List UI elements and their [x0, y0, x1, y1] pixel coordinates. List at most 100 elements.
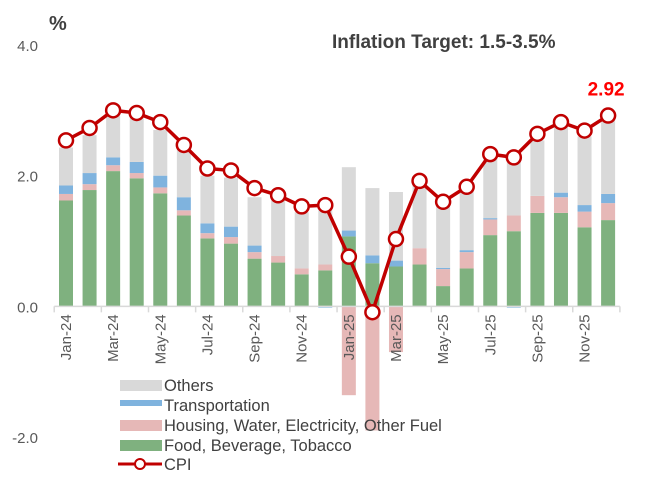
- cpi-point: [175, 136, 193, 154]
- legend-swatch-housing: [120, 420, 162, 431]
- bar-segment-others: [200, 175, 215, 224]
- bar-segment-food-beverage-tobacco: [223, 243, 238, 307]
- bar-segment-transportation: [436, 267, 451, 270]
- bar-segment-housing-water-electricity-other-fuel: [200, 233, 215, 239]
- bar-segment-housing-water-electricity-other-fuel: [129, 173, 144, 179]
- x-tick-label: May-25: [435, 314, 452, 364]
- bar-segment-food-beverage-tobacco: [176, 215, 191, 307]
- bar-segment-housing-water-electricity-other-fuel: [506, 215, 521, 232]
- bar-segment-food-beverage-tobacco: [106, 171, 121, 307]
- bar-segment-others: [318, 210, 333, 265]
- bar-segment-food-beverage-tobacco: [436, 286, 451, 307]
- y-tick-label: -2.0: [12, 430, 38, 447]
- bar-segment-others: [341, 167, 356, 231]
- cpi-latest-annotation: 2.92: [588, 80, 625, 101]
- bar-segment-food-beverage-tobacco: [553, 212, 568, 307]
- bar-segment-housing-water-electricity-other-fuel: [247, 252, 262, 259]
- bar-segment-transportation: [388, 260, 403, 267]
- bar-segment-housing-water-electricity-other-fuel: [153, 187, 168, 194]
- bar-segment-housing-water-electricity-other-fuel: [365, 306, 380, 431]
- x-tick-label: Jan-25: [341, 314, 358, 360]
- bar-segment-others: [436, 202, 451, 268]
- bar-segment-others: [129, 118, 144, 162]
- cpi-point: [576, 122, 593, 139]
- bar-segment-housing-water-electricity-other-fuel: [483, 219, 498, 236]
- bar-segment-others: [59, 147, 73, 186]
- legend-item-housing: Housing, Water, Electricity, Other Fuel: [120, 417, 442, 435]
- cpi-point: [411, 172, 428, 190]
- y-axis-ticks: 4.0 2.0 0.0 -2.0: [12, 38, 38, 447]
- bar-segment-food-beverage-tobacco: [506, 231, 521, 307]
- bar-segment-housing-water-electricity-other-fuel: [412, 248, 427, 265]
- cpi-point: [317, 196, 334, 214]
- cpi-point: [269, 187, 287, 204]
- bar-segment-others: [459, 188, 474, 251]
- bar-segment-others: [247, 197, 262, 246]
- bar-segment-transportation: [82, 173, 97, 185]
- bar-segment-others: [601, 120, 616, 194]
- bar-segment-housing-water-electricity-other-fuel: [176, 210, 191, 216]
- legend-item-others: Others: [120, 377, 214, 395]
- bar-segment-others: [577, 136, 592, 206]
- bar-segment-food-beverage-tobacco: [153, 193, 168, 307]
- cpi-point: [505, 149, 523, 166]
- cpi-point: [152, 113, 169, 131]
- cpi-point: [552, 113, 570, 131]
- bar-segment-others: [82, 135, 97, 174]
- legend: Others Transportation Housing, Water, El…: [118, 377, 442, 474]
- bar-segment-others: [271, 200, 286, 257]
- cpi-point: [57, 132, 75, 149]
- bar-segment-food-beverage-tobacco: [412, 264, 427, 307]
- bar-segment-housing-water-electricity-other-fuel: [388, 306, 403, 353]
- x-tick-label: Jul-24: [199, 314, 216, 355]
- x-tick-label: Nov-25: [577, 314, 594, 362]
- bar-segment-food-beverage-tobacco: [530, 212, 545, 307]
- bar-segment-food-beverage-tobacco: [247, 258, 262, 307]
- cpi-line: [65, 108, 610, 314]
- bar-segment-housing-water-electricity-other-fuel: [436, 269, 451, 287]
- cpi-point: [387, 230, 405, 248]
- cpi-point: [458, 178, 475, 196]
- legend-swatch-food: [120, 440, 162, 451]
- cpi-point: [364, 303, 381, 321]
- legend-item-cpi: CPI: [118, 456, 192, 474]
- legend-label-others: Others: [164, 377, 214, 395]
- bar-segment-others: [294, 212, 309, 269]
- x-axis-ticks: Jan-24 Mar-24 May-24 Jul-24 Sep-24 Nov-24 Jan-…: [53, 306, 621, 364]
- cpi-point: [199, 160, 216, 177]
- bar-segment-transportation: [483, 218, 498, 220]
- bar-segment-housing-water-electricity-other-fuel: [59, 193, 73, 201]
- y-axis-unit-label: %: [49, 13, 67, 35]
- bar-segment-food-beverage-tobacco: [365, 263, 380, 307]
- bar-segment-others: [483, 156, 498, 219]
- cpi-point: [340, 248, 358, 265]
- legend-swatch-others: [120, 380, 162, 391]
- bar-segment-others: [365, 188, 380, 256]
- bar-segment-food-beverage-tobacco: [82, 190, 97, 307]
- y-tick-label: 0.0: [17, 299, 38, 316]
- bar-segment-housing-water-electricity-other-fuel: [341, 306, 356, 396]
- bar-segment-food-beverage-tobacco: [601, 220, 616, 307]
- cpi-point: [81, 119, 98, 137]
- x-tick-label: Nov-24: [294, 314, 311, 362]
- cpi-point: [434, 193, 452, 211]
- bar-segment-housing-water-electricity-other-fuel: [459, 252, 474, 269]
- cpi-point: [222, 162, 240, 179]
- bar-segment-food-beverage-tobacco: [294, 274, 309, 307]
- legend-item-food: Food, Beverage, Tobacco: [120, 437, 352, 455]
- bar-segment-food-beverage-tobacco: [271, 262, 286, 307]
- bar-segment-transportation: [577, 205, 592, 212]
- bar-segment-housing-water-electricity-other-fuel: [223, 237, 238, 244]
- bar-segment-transportation: [247, 245, 262, 253]
- bar-segment-food-beverage-tobacco: [129, 178, 144, 307]
- bar-segment-housing-water-electricity-other-fuel: [577, 211, 592, 228]
- chart-title: Inflation Target: 1.5-3.5%: [332, 32, 556, 53]
- x-tick-label: Mar-25: [388, 314, 405, 362]
- cpi-point: [293, 198, 310, 215]
- legend-label-food: Food, Beverage, Tobacco: [164, 437, 352, 455]
- x-tick-label: Mar-24: [105, 314, 122, 362]
- bar-segment-housing-water-electricity-other-fuel: [318, 264, 333, 271]
- bar-segment-others: [412, 182, 427, 249]
